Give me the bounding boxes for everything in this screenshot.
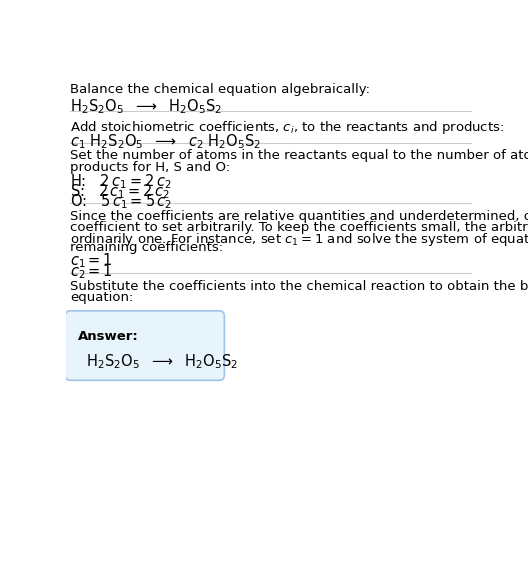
Text: equation:: equation: bbox=[70, 291, 134, 304]
Text: Balance the chemical equation algebraically:: Balance the chemical equation algebraica… bbox=[70, 83, 370, 96]
Text: Substitute the coefficients into the chemical reaction to obtain the balanced: Substitute the coefficients into the che… bbox=[70, 280, 528, 293]
Text: S:   $2\,c_1 = 2\,c_2$: S: $2\,c_1 = 2\,c_2$ bbox=[70, 182, 170, 201]
Text: $\mathregular{H_2S_2O_5}$  $\longrightarrow$  $\mathregular{H_2O_5S_2}$: $\mathregular{H_2S_2O_5}$ $\longrightarr… bbox=[70, 97, 222, 116]
Text: H:   $2\,c_1 = 2\,c_2$: H: $2\,c_1 = 2\,c_2$ bbox=[70, 172, 172, 190]
Text: coefficient to set arbitrarily. To keep the coefficients small, the arbitrary va: coefficient to set arbitrarily. To keep … bbox=[70, 220, 528, 234]
Text: Since the coefficients are relative quantities and underdetermined, choose a: Since the coefficients are relative quan… bbox=[70, 210, 528, 223]
Text: $c_1 = 1$: $c_1 = 1$ bbox=[70, 252, 113, 270]
FancyBboxPatch shape bbox=[65, 311, 224, 380]
Text: Answer:: Answer: bbox=[78, 330, 139, 343]
Text: $c_2 = 1$: $c_2 = 1$ bbox=[70, 262, 113, 281]
Text: ordinarily one. For instance, set $c_1 = 1$ and solve the system of equations fo: ordinarily one. For instance, set $c_1 =… bbox=[70, 231, 528, 248]
Text: $\mathregular{H_2S_2O_5}$  $\longrightarrow$  $\mathregular{H_2O_5S_2}$: $\mathregular{H_2S_2O_5}$ $\longrightarr… bbox=[87, 352, 239, 371]
Text: products for H, S and O:: products for H, S and O: bbox=[70, 161, 230, 173]
Text: $c_1$ $\mathregular{H_2S_2O_5}$  $\longrightarrow$  $c_2$ $\mathregular{H_2O_5S_: $c_1$ $\mathregular{H_2S_2O_5}$ $\longri… bbox=[70, 132, 261, 151]
Text: Add stoichiometric coefficients, $c_i$, to the reactants and products:: Add stoichiometric coefficients, $c_i$, … bbox=[70, 118, 504, 135]
Text: remaining coefficients:: remaining coefficients: bbox=[70, 241, 223, 254]
Text: O:   $5\,c_1 = 5\,c_2$: O: $5\,c_1 = 5\,c_2$ bbox=[70, 193, 172, 212]
Text: Set the number of atoms in the reactants equal to the number of atoms in the: Set the number of atoms in the reactants… bbox=[70, 149, 528, 162]
